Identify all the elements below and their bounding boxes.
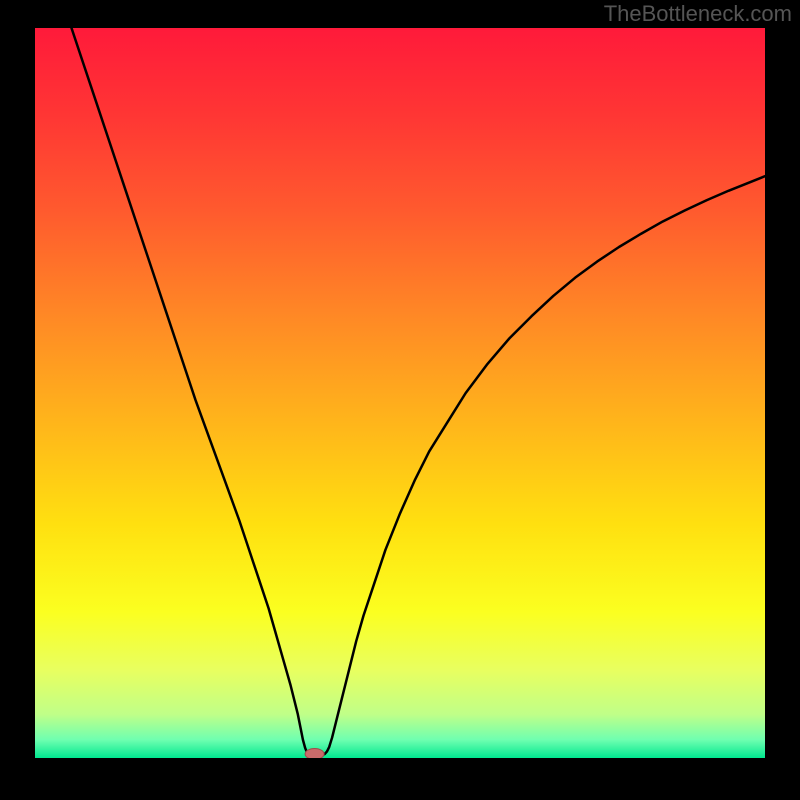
chart-container: TheBottleneck.com <box>0 0 800 800</box>
plot-area <box>35 28 765 758</box>
optimal-point-marker <box>305 749 324 758</box>
inner-svg <box>35 28 765 758</box>
watermark-text: TheBottleneck.com <box>604 1 792 27</box>
